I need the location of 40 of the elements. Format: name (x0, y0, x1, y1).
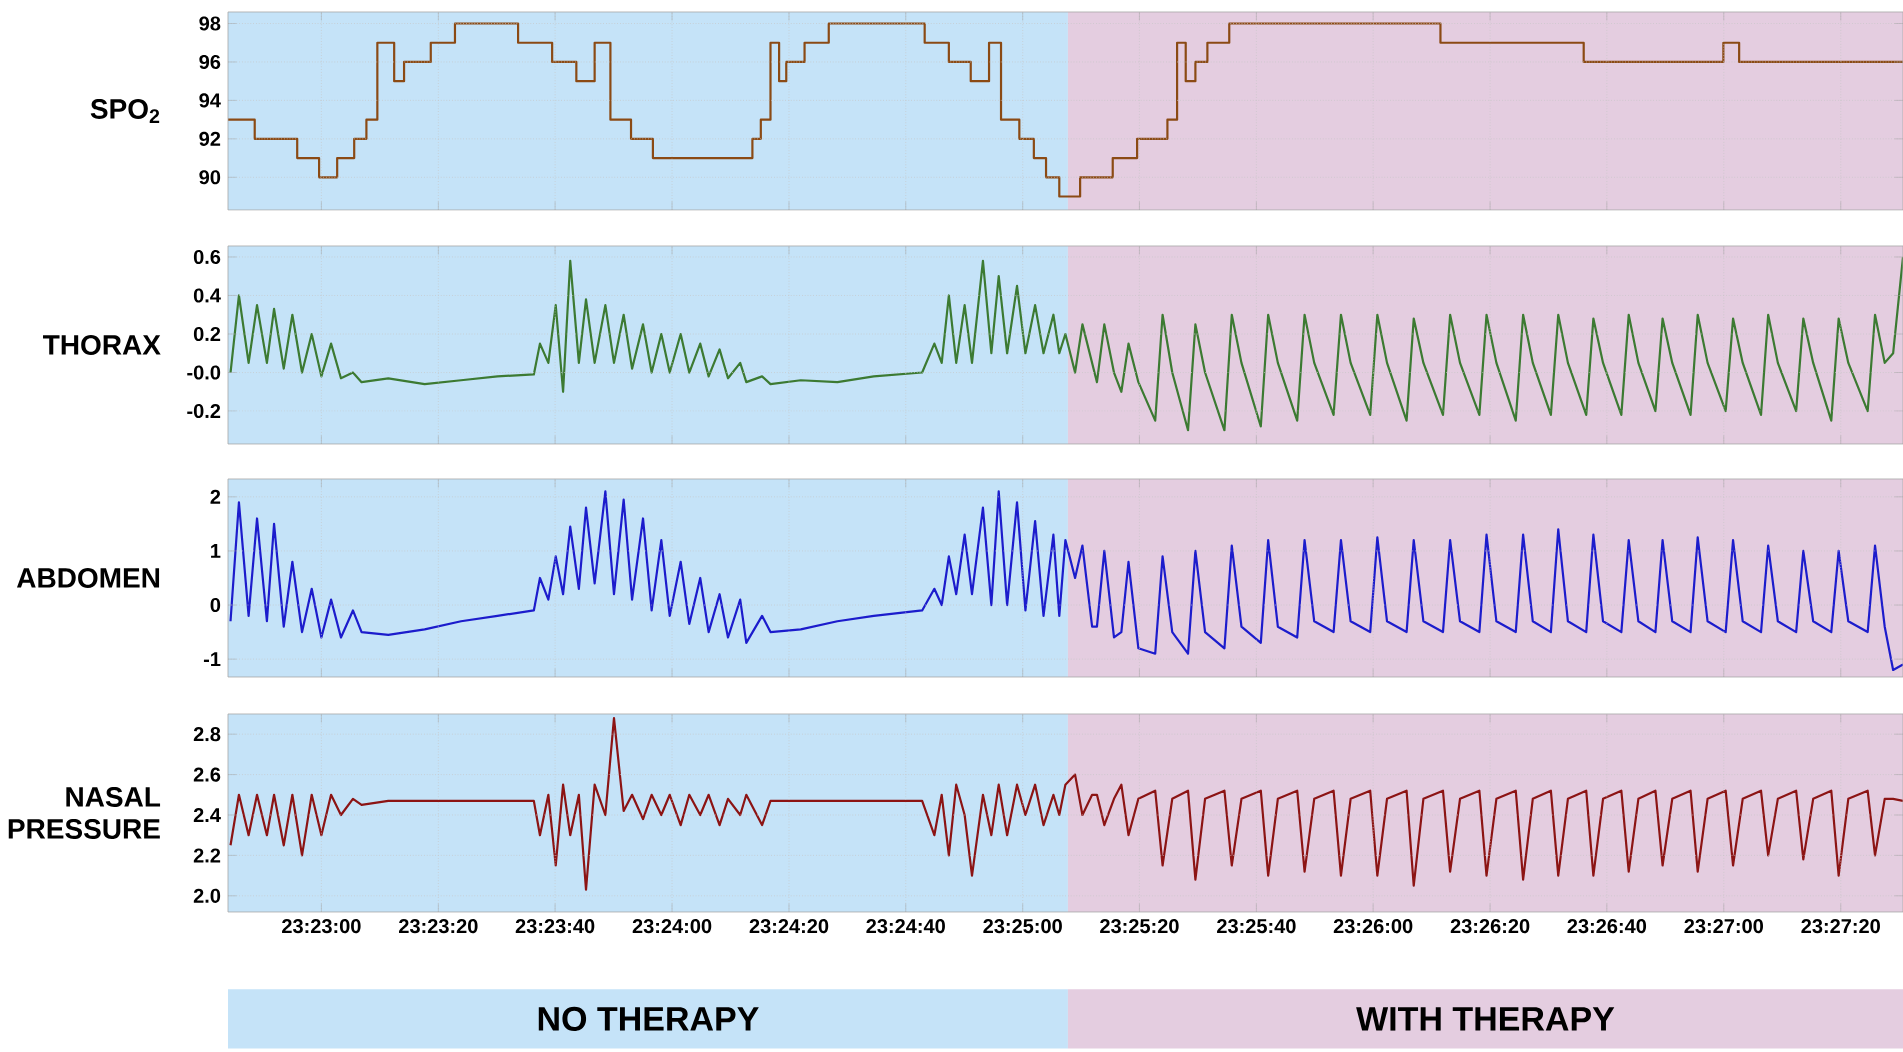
y-tick-label: -0.0 (187, 365, 221, 380)
x-tick-label: 23:24:20 (749, 919, 829, 934)
y-tick-label: 1 (211, 544, 221, 558)
band-label: WITH THERAPY (1356, 1007, 1615, 1031)
band-label: NO THERAPY (538, 1006, 759, 1031)
y-tick-label: -0.2 (187, 403, 221, 419)
y-axis-title: THORAX (43, 335, 161, 355)
x-tick-label: 23:26:40 (1567, 919, 1647, 934)
x-tick-label: 23:23:40 (515, 919, 595, 934)
y-tick-label: 2.8 (193, 727, 221, 742)
y-tick-label: 2 (210, 489, 221, 504)
y-axis-title: SPO$_{2}$ (90, 99, 160, 123)
y-tick-label: 2.0 (193, 888, 221, 903)
x-tick-label: 23:23:00 (282, 919, 361, 934)
y-tick-label: 98 (199, 16, 221, 31)
y-tick-label: 96 (199, 54, 221, 70)
x-tick-label: 23:24:00 (632, 919, 712, 934)
y-axis-title: NASAL PRESSURE (8, 787, 161, 839)
y-tick-label: -1 (203, 652, 221, 667)
x-tick-label: 23:26:00 (1333, 919, 1413, 934)
y-tick-label: 94 (199, 93, 221, 108)
y-tick-label: 90 (199, 170, 221, 185)
y-tick-label: 0 (210, 597, 221, 613)
x-tick-label: 23:26:20 (1450, 919, 1530, 934)
y-tick-label: 2.4 (193, 808, 221, 822)
y-tick-label: 0.2 (193, 326, 221, 342)
y-tick-label: 2.2 (193, 848, 221, 863)
x-tick-label: 23:23:20 (399, 919, 478, 934)
y-tick-label: 0.4 (193, 288, 221, 303)
x-tick-label: 23:27:00 (1684, 919, 1763, 934)
x-tick-label: 23:25:20 (1100, 919, 1179, 934)
line-series (229, 490, 1903, 672)
x-tick-label: 23:25:00 (983, 919, 1062, 934)
y-axis-title: ABDOMEN (16, 568, 160, 588)
x-tick-label: 23:25:40 (1217, 919, 1296, 934)
y-tick-label: 92 (199, 131, 221, 146)
y-tick-label: 2.6 (193, 767, 221, 782)
y-tick-label: 0.6 (193, 249, 221, 265)
x-tick-label: 23:24:40 (866, 919, 945, 934)
x-tick-label: 23:27:20 (1801, 919, 1880, 934)
